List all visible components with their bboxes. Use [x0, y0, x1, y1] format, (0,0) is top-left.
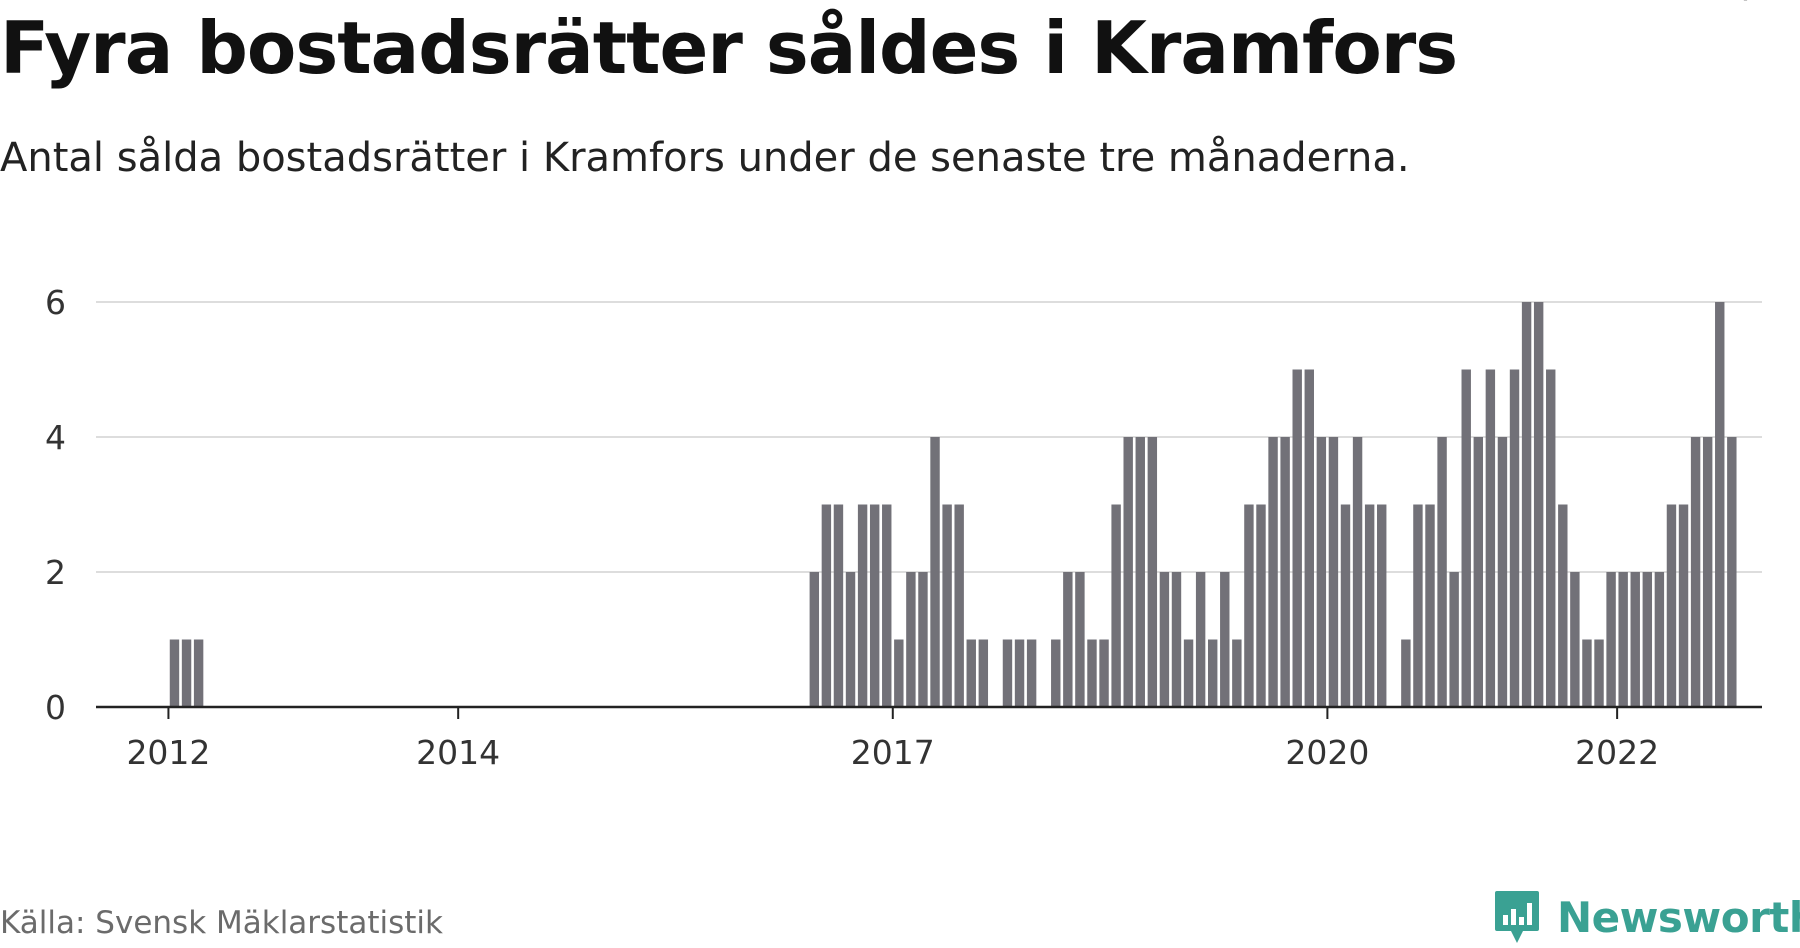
bar [1401, 639, 1411, 707]
bar [869, 504, 880, 707]
bar [1352, 437, 1363, 707]
bar [1340, 504, 1351, 707]
bar [845, 572, 856, 707]
bar [1666, 504, 1677, 707]
bar-series [169, 302, 1737, 707]
bar [906, 572, 916, 707]
bar [1558, 504, 1568, 707]
bar [1111, 504, 1121, 707]
bar [1232, 639, 1242, 707]
bar [857, 504, 868, 707]
bar [942, 504, 952, 707]
bar [1546, 369, 1556, 707]
bar [809, 572, 820, 707]
bar [1425, 504, 1435, 707]
bar [181, 639, 192, 707]
bar [1702, 437, 1713, 707]
bar [1051, 639, 1061, 707]
grid-lines [96, 301, 1762, 573]
brand-name: Newsworthy [1557, 892, 1800, 942]
bar [1413, 504, 1423, 707]
y-tick-label: 2 [45, 553, 66, 592]
source-note: Källa: Svensk Mäklarstatistik [0, 905, 443, 941]
bar [918, 572, 928, 707]
bar [1727, 437, 1737, 707]
bar [821, 504, 832, 707]
bar [1195, 572, 1206, 707]
bar [1220, 572, 1230, 707]
bar [1509, 369, 1520, 707]
bar [1570, 572, 1580, 707]
bar [1292, 369, 1302, 707]
bar [1497, 437, 1508, 707]
bar [1280, 437, 1290, 707]
bar [1304, 369, 1314, 707]
bar [1654, 572, 1665, 707]
bar [1244, 504, 1254, 707]
bar [169, 639, 180, 707]
bar [1606, 572, 1616, 707]
bar [1063, 572, 1073, 707]
bar [1256, 504, 1266, 707]
bar [1268, 437, 1278, 707]
bar [882, 504, 892, 707]
bar [1207, 639, 1218, 707]
bar [1316, 437, 1327, 707]
bar [966, 639, 976, 707]
bar [1087, 639, 1097, 707]
bar [1075, 572, 1085, 707]
bar [1642, 572, 1653, 707]
bar [1135, 437, 1145, 707]
bar [1002, 639, 1013, 707]
brand-logo: Newsworthy [1493, 889, 1800, 945]
bar [1473, 437, 1484, 707]
bar [193, 639, 204, 707]
chart-subtitle: Antal sålda bostadsrätter i Kramfors und… [0, 135, 1410, 181]
bar [1026, 639, 1037, 707]
highlight-value-label: 4 [1731, 0, 1752, 8]
annotations: 4 [1727, 0, 1756, 12]
newsworthy-logo-icon [1495, 891, 1539, 943]
bar [1123, 437, 1133, 707]
bar [1618, 572, 1628, 707]
bar [833, 504, 844, 707]
chart-title: Fyra bostadsrätter såldes i Kramfors [0, 6, 1458, 90]
bar [1183, 639, 1194, 707]
bar [1159, 572, 1170, 707]
y-tick-label: 6 [45, 283, 66, 322]
bar [1014, 639, 1025, 707]
bar [1328, 437, 1339, 707]
bar [1690, 437, 1701, 707]
bar [954, 504, 964, 707]
bar [1147, 437, 1158, 707]
bar [1521, 302, 1532, 707]
x-tick-label: 2014 [416, 733, 500, 772]
bar [1582, 639, 1592, 707]
bar [1485, 369, 1496, 707]
bar [1449, 572, 1459, 707]
bar [1715, 302, 1725, 707]
y-tick-label: 0 [45, 688, 66, 727]
bar [894, 639, 904, 707]
bar [1377, 504, 1387, 707]
bar [1461, 369, 1471, 707]
x-axis: 2012 2014 2017 2020 2022 [96, 705, 1762, 772]
x-tick-label: 2020 [1285, 733, 1369, 772]
bar [1099, 639, 1109, 707]
x-tick-label: 2022 [1575, 733, 1659, 772]
bar [1171, 572, 1182, 707]
y-tick-label: 4 [45, 418, 66, 457]
y-axis-tick-labels: 0 2 4 6 [45, 283, 66, 727]
bar [1437, 437, 1447, 707]
bar [1630, 572, 1640, 707]
bar [1594, 639, 1604, 707]
x-tick-label: 2012 [126, 733, 210, 772]
bar [1678, 504, 1689, 707]
bar [930, 437, 940, 707]
x-tick-label: 2017 [851, 733, 935, 772]
bar [1364, 504, 1375, 707]
bar [1533, 302, 1544, 707]
bar [978, 639, 989, 707]
